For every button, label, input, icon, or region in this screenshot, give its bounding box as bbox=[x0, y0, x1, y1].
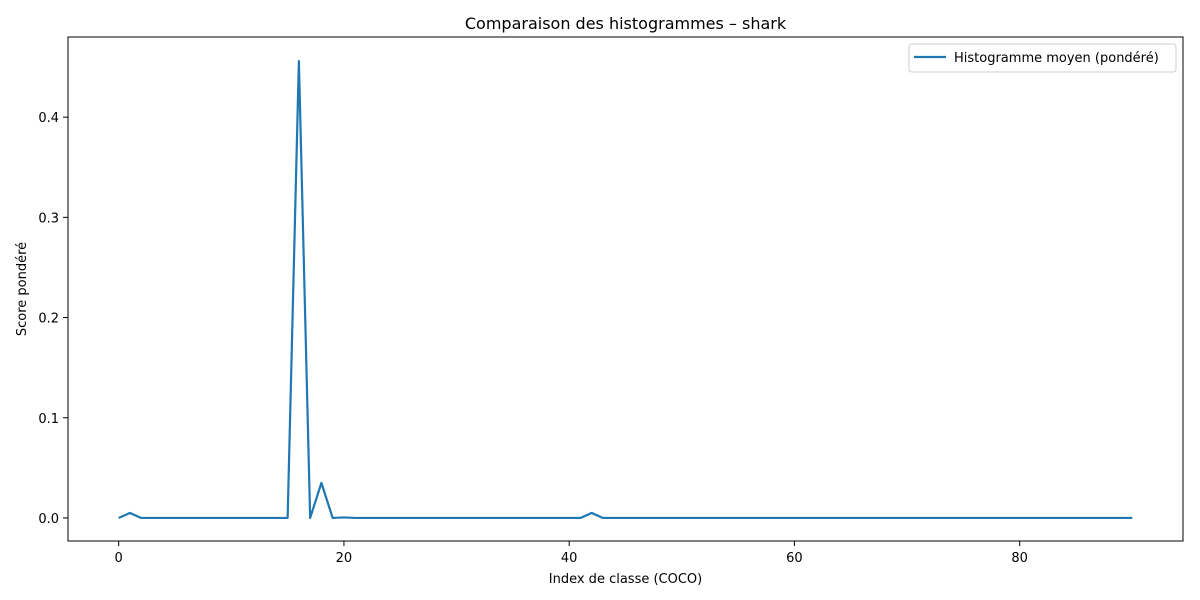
y-tick-label: 0.3 bbox=[38, 211, 59, 226]
x-axis: 0 20 40 60 80 bbox=[115, 541, 1028, 566]
y-tick-label: 0.4 bbox=[38, 111, 59, 126]
legend-label: Histogramme moyen (pondéré) bbox=[954, 51, 1159, 66]
chart-title: Comparaison des histogrammes – shark bbox=[465, 14, 787, 33]
legend-box bbox=[908, 43, 1177, 73]
x-tick-label: 60 bbox=[786, 551, 803, 566]
x-tick-label: 0 bbox=[115, 551, 123, 566]
x-tick-label: 80 bbox=[1011, 551, 1028, 566]
y-tick-label: 0.0 bbox=[38, 512, 59, 527]
plot-series bbox=[118, 59, 1133, 520]
x-axis-label: Index de classe (COCO) bbox=[549, 572, 702, 587]
y-axis-label: Score pondéré bbox=[15, 242, 30, 336]
legend: Histogramme moyen (pondéré) bbox=[908, 43, 1177, 73]
y-axis: 0.0 0.1 0.2 0.3 0.4 bbox=[38, 111, 68, 527]
y-tick-label: 0.2 bbox=[38, 312, 59, 327]
y-tick-label: 0.1 bbox=[38, 412, 59, 427]
x-tick-label: 20 bbox=[336, 551, 353, 566]
series-line-0 bbox=[118, 59, 1133, 520]
x-tick-label: 40 bbox=[561, 551, 578, 566]
plot-area bbox=[67, 36, 1184, 542]
